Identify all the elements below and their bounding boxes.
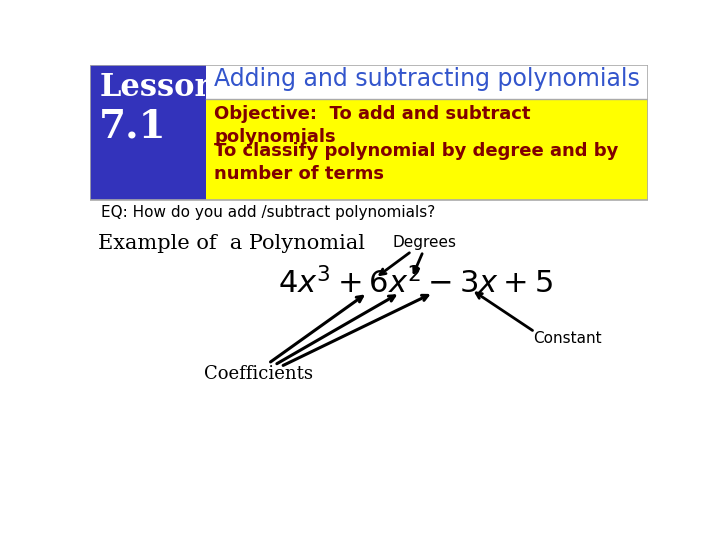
Text: Lesson: Lesson: [99, 72, 217, 103]
Text: Constant: Constant: [534, 330, 602, 346]
Text: $4x^3+6x^2-3x+5$: $4x^3+6x^2-3x+5$: [278, 268, 553, 300]
Text: Degrees: Degrees: [393, 234, 456, 249]
Text: Adding and subtracting polynomials: Adding and subtracting polynomials: [214, 66, 640, 91]
Text: Coefficients: Coefficients: [204, 366, 313, 383]
Text: Example of  a Polynomial: Example of a Polynomial: [98, 234, 365, 253]
Text: EQ: How do you add /subtract polynomials?: EQ: How do you add /subtract polynomials…: [101, 205, 435, 220]
FancyBboxPatch shape: [90, 65, 206, 200]
Text: 7.1: 7.1: [99, 107, 167, 145]
Text: To classify polynomial by degree and by
number of terms: To classify polynomial by degree and by …: [214, 142, 618, 183]
FancyBboxPatch shape: [206, 99, 648, 200]
Text: Objective:  To add and subtract
polynomials: Objective: To add and subtract polynomia…: [214, 105, 531, 146]
